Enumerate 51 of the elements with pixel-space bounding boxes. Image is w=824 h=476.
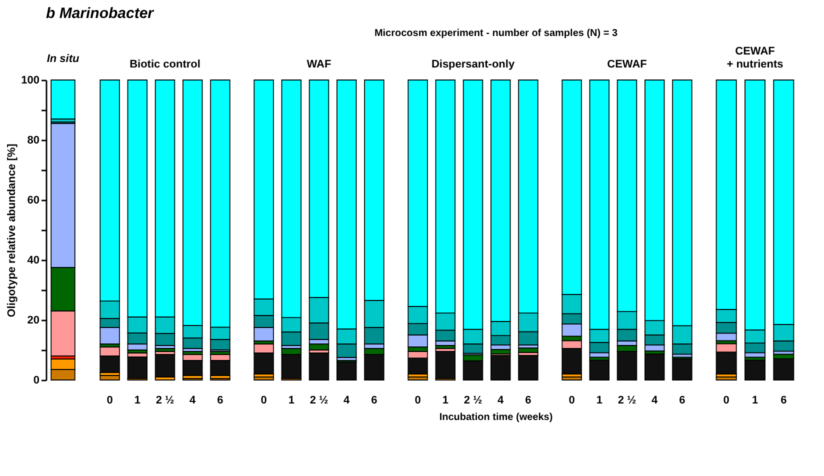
chart-title: Biotic control — [130, 58, 200, 71]
x-tick-label: 0 — [106, 394, 113, 406]
bar — [50, 80, 76, 120]
x-tick-label: 6 — [217, 394, 224, 406]
bar — [518, 354, 538, 380]
x-tick-label: 1 — [596, 394, 602, 406]
text: Microcosm experiment - number of samples (N) = 3 — [374, 28, 618, 39]
chart-title: Dispersant-only — [431, 58, 516, 71]
bar — [154, 354, 176, 378]
x-tick-label: 4 — [498, 394, 505, 406]
x-tick-label: 0 — [723, 394, 730, 406]
x-tick-label: 2 ½ — [464, 394, 482, 406]
bar — [589, 360, 610, 380]
chart-title: WAF — [306, 58, 332, 71]
chart-title: In situ — [46, 53, 80, 65]
x-tick-label: 1 — [288, 394, 294, 406]
bar — [127, 356, 148, 379]
text: b Marinobacter — [46, 5, 155, 22]
x-tick-label: 4 — [652, 394, 659, 406]
y-tick-label: 60 — [27, 194, 40, 206]
y-tick-label: 80 — [27, 134, 40, 146]
bar — [336, 362, 357, 380]
x-tick-label: 6 — [371, 394, 378, 406]
y-axis-title: Oligotype relative abundance [%] — [6, 143, 18, 318]
bar — [644, 353, 665, 380]
x-tick-label: 4 — [344, 394, 351, 406]
x-tick-label: 2 ½ — [310, 394, 328, 406]
x-tick-label: 6 — [780, 394, 787, 406]
x-tick-label: 2 ½ — [618, 394, 636, 406]
y-tick-label: 40 — [27, 254, 40, 266]
y-tick-label: 100 — [21, 74, 40, 86]
bar — [435, 351, 456, 379]
x-tick-label: 6 — [679, 394, 686, 406]
x-tick-label: 2 ½ — [156, 394, 174, 406]
x-tick-label: 1 — [442, 394, 448, 406]
x-tick-label: 1 — [134, 394, 140, 406]
x-tick-label: 0 — [568, 394, 575, 406]
x-tick-label: 0 — [260, 394, 267, 406]
chart-title: CEWAF — [607, 58, 648, 71]
bar — [672, 358, 692, 380]
y-tick-label: 0 — [33, 374, 40, 386]
text: Incubation time (weeks) — [439, 412, 553, 423]
bar — [773, 358, 794, 380]
x-tick-label: 1 — [752, 394, 758, 406]
x-tick-label: 0 — [414, 394, 421, 406]
bar — [744, 360, 766, 380]
y-tick-label: 20 — [27, 314, 40, 326]
x-tick-label: 4 — [190, 394, 197, 406]
chart-title: CEWAF + nutrients — [726, 46, 784, 71]
bar — [308, 352, 330, 380]
x-tick-label: 6 — [525, 394, 532, 406]
